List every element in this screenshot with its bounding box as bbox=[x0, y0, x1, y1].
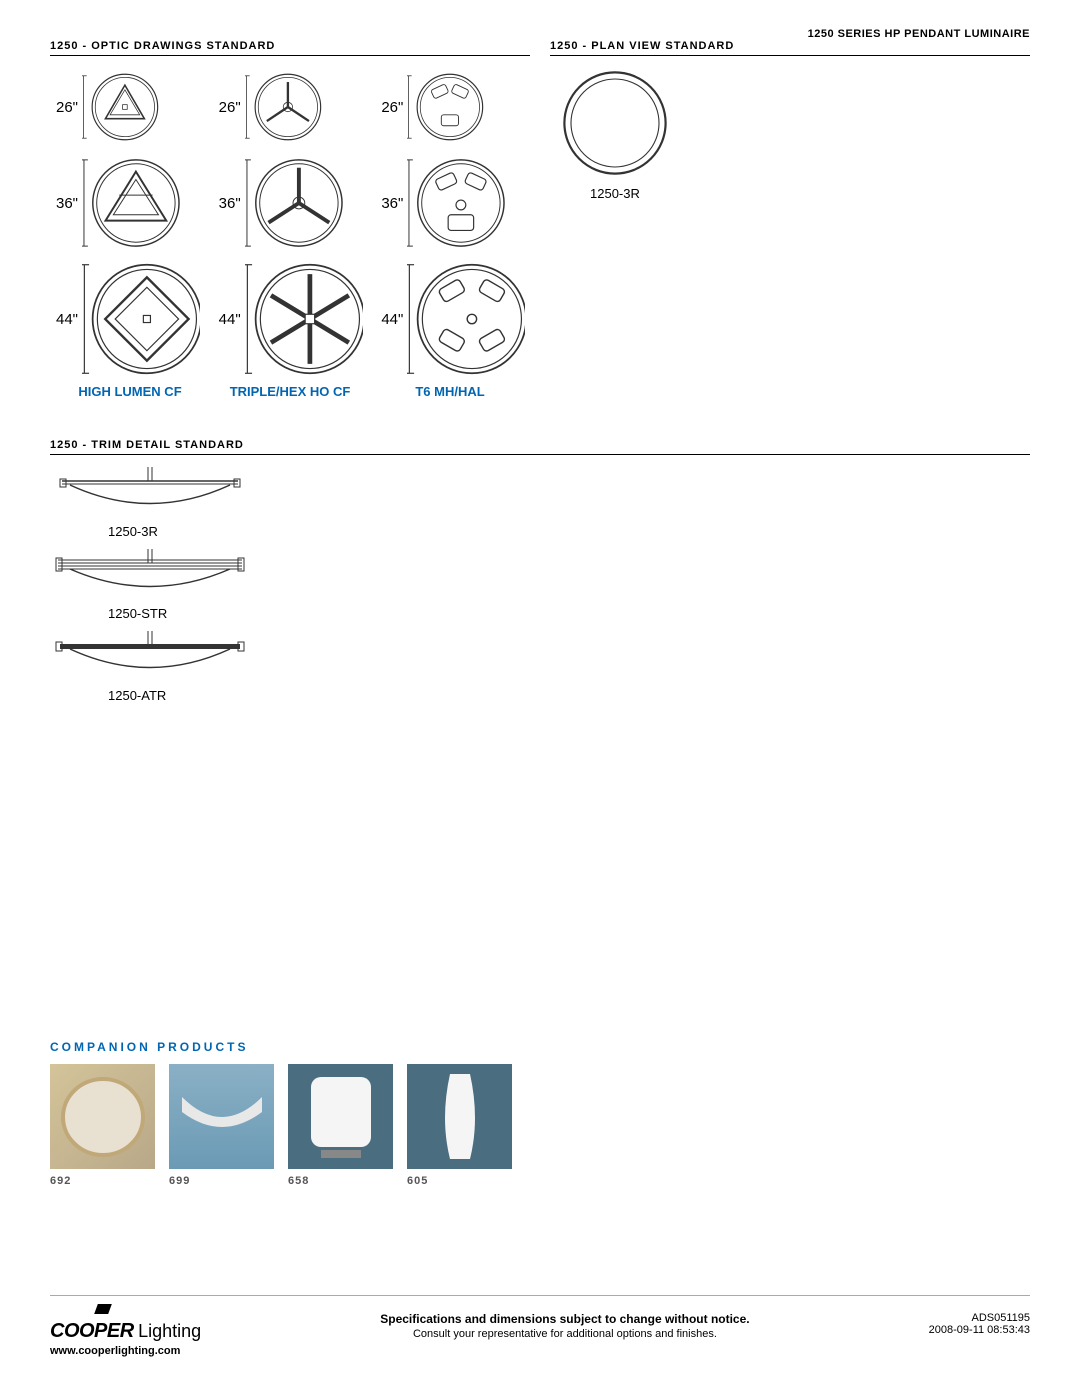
dim-36-a: 36" bbox=[50, 195, 78, 212]
companion-658-img bbox=[288, 1064, 393, 1169]
dim-26-c: 26" bbox=[375, 99, 403, 116]
optic-grid: 26" 26" bbox=[50, 68, 530, 378]
page-footer: COOPER Lighting www.cooperlighting.com S… bbox=[50, 1295, 1030, 1357]
optic-t6-44 bbox=[407, 260, 525, 378]
dim-36-b: 36" bbox=[213, 195, 241, 212]
footer-doc-id: ADS051195 bbox=[929, 1312, 1030, 1324]
trim-atr-drawing bbox=[50, 631, 250, 686]
companion-692-code: 692 bbox=[50, 1175, 155, 1187]
optic-hlcf-26 bbox=[82, 68, 160, 146]
product-line-header: 1250 SERIES HP PENDANT LUMINAIRE bbox=[808, 28, 1030, 40]
dim-44-a: 44" bbox=[50, 311, 78, 328]
companion-title: COMPANION PRODUCTS bbox=[50, 1040, 1030, 1054]
trim-3r-drawing bbox=[50, 467, 250, 522]
trim-atr-label: 1250-ATR bbox=[108, 688, 1030, 703]
optic-hlcf-44 bbox=[82, 260, 200, 378]
companion-699-img bbox=[169, 1064, 274, 1169]
optic-t6-36 bbox=[407, 154, 505, 252]
dim-26-a: 26" bbox=[50, 99, 78, 116]
companion-699-code: 699 bbox=[169, 1175, 274, 1187]
companion-605-img bbox=[407, 1064, 512, 1169]
optic-triple-36 bbox=[245, 154, 343, 252]
trim-str-drawing bbox=[50, 549, 250, 604]
optic-hex-44 bbox=[245, 260, 363, 378]
plan-model-label: 1250-3R bbox=[590, 186, 640, 201]
trim-section-title: 1250 - TRIM DETAIL STANDARD bbox=[50, 439, 1030, 455]
footer-notice: Specifications and dimensions subject to… bbox=[201, 1312, 928, 1326]
companion-grid: 692 699 658 605 bbox=[50, 1064, 1030, 1187]
companion-692-img bbox=[50, 1064, 155, 1169]
dim-36-c: 36" bbox=[375, 195, 403, 212]
col-label-triple: TRIPLE/HEX HO CF bbox=[210, 384, 370, 399]
col-label-t6: T6 MH/HAL bbox=[370, 384, 530, 399]
optic-triple-26 bbox=[245, 68, 323, 146]
dim-26-b: 26" bbox=[213, 99, 241, 116]
brand-sub: Lighting bbox=[138, 1321, 201, 1341]
companion-658-code: 658 bbox=[288, 1175, 393, 1187]
dim-44-b: 44" bbox=[213, 311, 241, 328]
plan-section-title: 1250 - PLAN VIEW STANDARD bbox=[550, 40, 1030, 56]
plan-view-circle bbox=[560, 68, 670, 178]
col-label-hlcf: HIGH LUMEN CF bbox=[50, 384, 210, 399]
logo-accent bbox=[94, 1304, 112, 1314]
brand-logo: COOPER bbox=[50, 1320, 134, 1342]
dim-44-c: 44" bbox=[375, 311, 403, 328]
trim-3r-label: 1250-3R bbox=[108, 524, 1030, 539]
optic-t6-26 bbox=[407, 68, 485, 146]
companion-605-code: 605 bbox=[407, 1175, 512, 1187]
trim-str-label: 1250-STR bbox=[108, 606, 1030, 621]
optic-section-title: 1250 - OPTIC DRAWINGS STANDARD bbox=[50, 40, 530, 56]
footer-timestamp: 2008-09-11 08:53:43 bbox=[929, 1324, 1030, 1336]
footer-subnotice: Consult your representative for addition… bbox=[201, 1328, 928, 1340]
optic-hlcf-36 bbox=[82, 154, 180, 252]
footer-url: www.cooperlighting.com bbox=[50, 1345, 201, 1357]
